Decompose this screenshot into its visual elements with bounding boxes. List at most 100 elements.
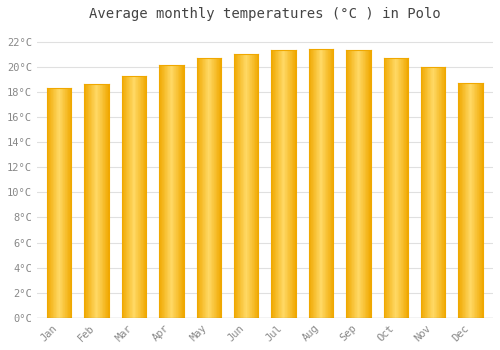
Bar <box>213 58 214 318</box>
Bar <box>466 83 467 318</box>
Bar <box>61 88 62 318</box>
Bar <box>362 50 364 318</box>
Bar <box>464 83 465 318</box>
Bar <box>385 58 386 318</box>
Bar <box>391 58 392 318</box>
Bar <box>479 83 480 318</box>
Bar <box>360 50 361 318</box>
Bar <box>174 65 175 318</box>
Bar <box>321 49 322 318</box>
Bar <box>169 65 170 318</box>
Bar <box>253 54 254 318</box>
Bar <box>201 58 202 318</box>
Bar <box>295 50 296 318</box>
Bar <box>365 50 366 318</box>
Bar <box>107 84 108 318</box>
Bar <box>355 50 356 318</box>
Bar <box>219 58 220 318</box>
Bar <box>88 84 90 318</box>
Bar <box>313 49 314 318</box>
Bar <box>393 58 394 318</box>
Bar <box>252 54 253 318</box>
Bar <box>209 58 210 318</box>
Bar <box>316 49 317 318</box>
Bar <box>64 88 66 318</box>
Bar <box>326 49 327 318</box>
Bar <box>397 58 398 318</box>
Bar <box>90 84 91 318</box>
Bar <box>398 58 399 318</box>
Bar <box>350 50 351 318</box>
Bar <box>183 65 184 318</box>
Bar <box>85 84 86 318</box>
Bar <box>130 76 131 318</box>
Bar <box>178 65 180 318</box>
Bar <box>291 50 292 318</box>
Bar <box>67 88 68 318</box>
Bar <box>407 58 408 318</box>
Bar <box>234 54 236 318</box>
Bar <box>100 84 101 318</box>
Bar <box>139 76 140 318</box>
Bar <box>328 49 329 318</box>
Bar <box>275 50 276 318</box>
Bar <box>91 84 92 318</box>
Bar <box>395 58 396 318</box>
Bar <box>422 67 423 318</box>
Bar <box>427 67 428 318</box>
Bar <box>244 54 245 318</box>
Bar <box>277 50 278 318</box>
Bar <box>473 83 474 318</box>
Bar <box>404 58 405 318</box>
Bar <box>58 88 59 318</box>
Bar <box>429 67 430 318</box>
Bar <box>207 58 208 318</box>
Bar <box>354 50 355 318</box>
Bar <box>162 65 163 318</box>
Bar <box>142 76 143 318</box>
Bar <box>236 54 237 318</box>
Bar <box>202 58 203 318</box>
Bar <box>346 50 347 318</box>
Bar <box>134 76 136 318</box>
Bar <box>312 49 313 318</box>
Bar <box>329 49 330 318</box>
Bar <box>176 65 177 318</box>
Bar <box>281 50 282 318</box>
Bar <box>69 88 70 318</box>
Bar <box>406 58 407 318</box>
Bar <box>320 49 321 318</box>
Bar <box>389 58 390 318</box>
Bar <box>436 67 437 318</box>
Bar <box>144 76 145 318</box>
Bar <box>469 83 470 318</box>
Bar <box>284 50 285 318</box>
Bar <box>444 67 445 318</box>
Bar <box>101 84 102 318</box>
Bar <box>430 67 431 318</box>
Bar <box>175 65 176 318</box>
Bar <box>352 50 353 318</box>
Bar <box>480 83 481 318</box>
Bar <box>56 88 57 318</box>
Bar <box>441 67 442 318</box>
Bar <box>84 84 85 318</box>
Bar <box>124 76 125 318</box>
Bar <box>163 65 164 318</box>
Bar <box>283 50 284 318</box>
Bar <box>181 65 182 318</box>
Bar <box>243 54 244 318</box>
Bar <box>212 58 213 318</box>
Bar <box>164 65 165 318</box>
Bar <box>237 54 238 318</box>
Bar <box>86 84 87 318</box>
Bar <box>310 49 312 318</box>
Bar <box>323 49 324 318</box>
Bar <box>359 50 360 318</box>
Bar <box>48 88 49 318</box>
Bar <box>98 84 99 318</box>
Bar <box>247 54 248 318</box>
Bar <box>331 49 332 318</box>
Bar <box>471 83 472 318</box>
Bar <box>210 58 212 318</box>
